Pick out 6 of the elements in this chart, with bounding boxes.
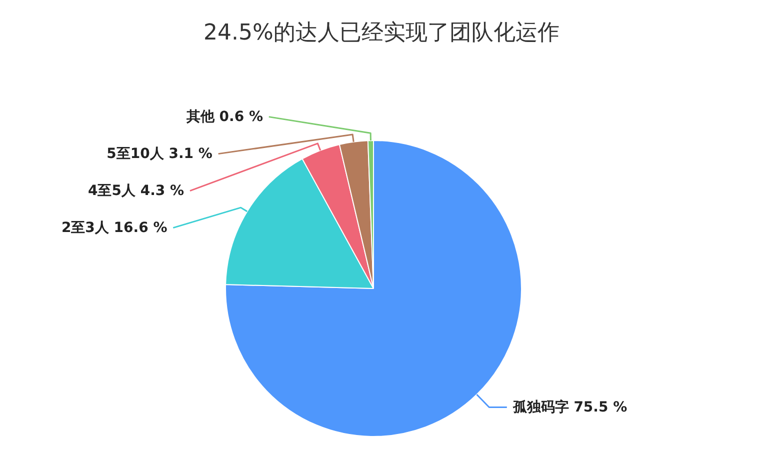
slice-label: 4至5人 4.3 % xyxy=(88,182,184,199)
slice-label: 5至10人 3.1 % xyxy=(106,146,212,162)
chart-title: 24.5%的达人已经实现了团队化运作 xyxy=(204,20,560,46)
slice-label: 其他 0.6 % xyxy=(185,108,263,125)
slice-label: 2至3人 16.6 % xyxy=(61,220,168,236)
slice-label: 孤独码字 75.5 % xyxy=(512,398,628,416)
